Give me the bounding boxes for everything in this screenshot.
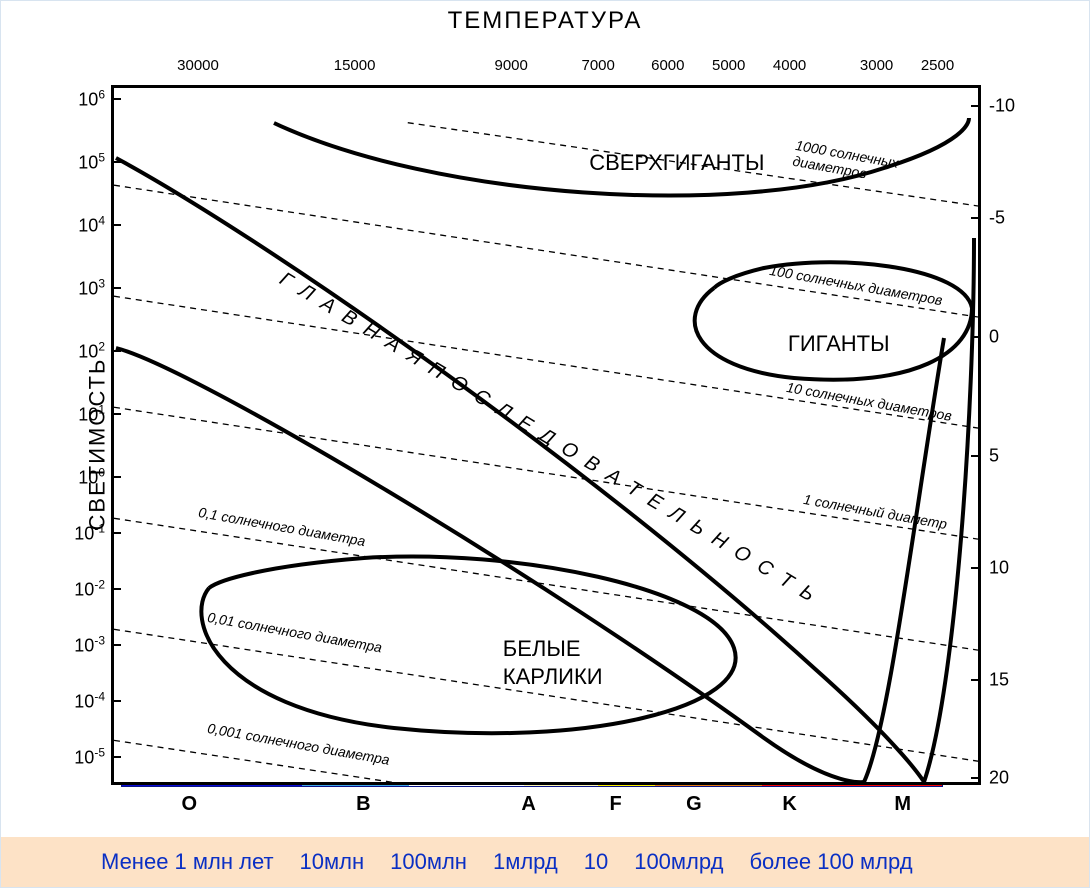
plot-area: 1000 солнечных диаметров 100 солнечных ди… (111, 85, 981, 785)
lifetime-label: 1млрд (493, 849, 558, 875)
luminosity-tick: 10-1 (74, 522, 105, 545)
spectral-class-label: G (686, 793, 702, 816)
luminosity-tick: 105 (78, 151, 105, 174)
radius-label: 0,1 солнечного диаметра (198, 504, 367, 549)
spectral-class-label: M (894, 793, 911, 816)
region-label-main-sequence: Г Л А В Н А Я П О С Л Е Д О В А Т Е Л Ь … (275, 268, 821, 609)
luminosity-tick: 104 (78, 214, 105, 237)
region-label-white-dwarfs-2: КАРЛИКИ (503, 664, 603, 690)
luminosity-tick: 10-2 (74, 578, 105, 601)
axis-title-top: ТЕМПЕРАТУРА (1, 7, 1089, 35)
magnitude-tick: 15 (989, 670, 1009, 691)
magnitude-tick: 5 (989, 446, 999, 467)
luminosity-tick: 102 (78, 340, 105, 363)
radius-isoline (114, 740, 805, 782)
temperature-tick: 2500 (921, 57, 954, 74)
radius-isoline (114, 296, 978, 428)
magnitude-tick: -10 (989, 96, 1015, 117)
temperature-tick: 6000 (651, 57, 684, 74)
magnitude-tick-container: -10-505101520 (985, 85, 1035, 785)
luminosity-tick-container: 106 105 104 103 102 101 100 10-1 10-2 10-3 10-4 10-… (51, 85, 109, 785)
luminosity-tick: 103 (78, 277, 105, 300)
lifetime-label: Менее 1 млн лет (101, 849, 274, 875)
region-label-white-dwarfs: БЕЛЫЕ (503, 636, 581, 662)
temperature-tick: 3000 (860, 57, 893, 74)
luminosity-tick: 10-3 (74, 634, 105, 657)
temperature-tick: 7000 (582, 57, 615, 74)
magnitude-tick: 20 (989, 768, 1009, 789)
magnitude-tick: 10 (989, 558, 1009, 579)
radius-label: 1000 солнечных диаметров (791, 137, 975, 200)
lifetime-label: 10 (584, 849, 608, 875)
radius-isoline (114, 185, 978, 317)
region-label-giants: ГИГАНТЫ (788, 331, 890, 357)
radius-label: 1 солнечный диаметр (802, 491, 948, 532)
radius-label: 0,01 солнечного диаметра (206, 609, 383, 655)
magnitude-tick: 0 (989, 327, 999, 348)
spectral-class-label: A (521, 793, 535, 816)
spectral-class-labels: OBAFGKM (111, 793, 981, 821)
spectral-class-label: B (356, 793, 370, 816)
radius-label: 10 солнечных диаметров (785, 379, 953, 424)
spectral-class-label: K (782, 793, 796, 816)
luminosity-tick: 106 (78, 88, 105, 111)
spectral-class-label: F (609, 793, 621, 816)
temperature-tick: 30000 (177, 57, 219, 74)
lifetime-label: 100млрд (634, 849, 723, 875)
temperature-tick: 15000 (334, 57, 376, 74)
radius-label: 0,001 солнечного диаметра (206, 720, 391, 768)
luminosity-tick: 10-5 (74, 746, 105, 769)
lifetime-label: 100млн (390, 849, 467, 875)
lifetime-label: более 100 млрд (749, 849, 912, 875)
spectral-class-label: O (182, 793, 198, 816)
luminosity-tick: 101 (78, 403, 105, 426)
region-label-supergiants: СВЕРХГИГАНТЫ (589, 150, 764, 176)
temperature-tick: 4000 (773, 57, 806, 74)
temperature-tick: 9000 (495, 57, 528, 74)
magnitude-tick: -5 (989, 208, 1005, 229)
temperature-tick-container: 30000 15000 9000 7000 6000 5000 4000 3000 2500 (111, 51, 981, 81)
luminosity-tick: 100 (78, 466, 105, 489)
hr-diagram-page: ТЕМПЕРАТУРА СВЕТИМОСТЬ АБСОЛЮТНАЯ ЗВЕЗДН… (0, 0, 1090, 888)
luminosity-tick: 10-4 (74, 690, 105, 713)
lifetime-footer: Менее 1 млн лет 10млн 100млн 1млрд 10 100млрд… (1, 837, 1089, 887)
lifetime-label: 10млн (300, 849, 365, 875)
region-white-dwarfs (201, 556, 735, 733)
temperature-tick: 5000 (712, 57, 745, 74)
radius-label: 100 солнечных диаметров (768, 262, 944, 308)
